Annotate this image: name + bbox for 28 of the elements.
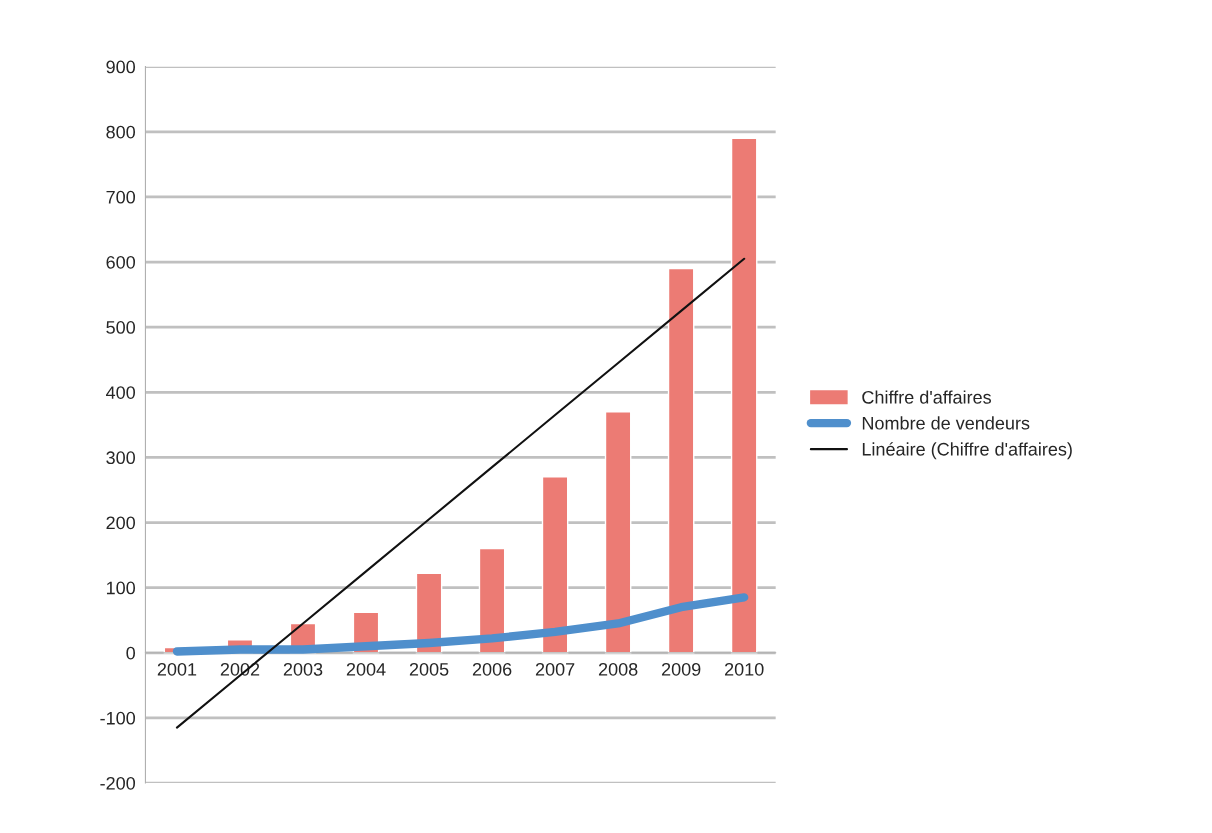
- x-tick-label: 2001: [157, 662, 197, 676]
- x-tick-label: 2003: [283, 662, 323, 676]
- x-tick-label: 2004: [346, 662, 386, 676]
- bar: [541, 476, 569, 654]
- bar: [667, 267, 695, 654]
- y-tick-label: 600: [106, 255, 136, 269]
- y-tick-label: 200: [106, 516, 136, 530]
- y-tick-label: 500: [106, 321, 136, 334]
- bar: [730, 137, 758, 654]
- y-tick-label: 400: [106, 386, 136, 399]
- x-tick-label: 2008: [598, 662, 638, 676]
- y-tick-label: 800: [106, 125, 136, 139]
- x-tick-label: 2006: [472, 662, 512, 676]
- x-tick-label: 2005: [409, 662, 449, 676]
- bar: [604, 411, 632, 654]
- y-tick-label: 700: [106, 190, 136, 204]
- y-tick-label: 100: [106, 581, 136, 595]
- y-tick-label: 300: [106, 451, 136, 465]
- x-tick-label: 2007: [535, 662, 575, 676]
- y-tick-label: 900: [106, 60, 136, 74]
- legend-label: Nombre de vendeurs: [862, 416, 1030, 430]
- y-tick-label: 0: [126, 646, 136, 660]
- legend-label: Chiffre d'affaires: [862, 390, 991, 404]
- y-tick-label: -200: [100, 776, 136, 790]
- x-tick-label: 2010: [725, 662, 764, 676]
- x-tick-label: 2009: [661, 662, 701, 676]
- legend-label: Linéaire (Chiffre d'affaires): [862, 442, 1072, 460]
- y-tick-label: -100: [100, 711, 136, 725]
